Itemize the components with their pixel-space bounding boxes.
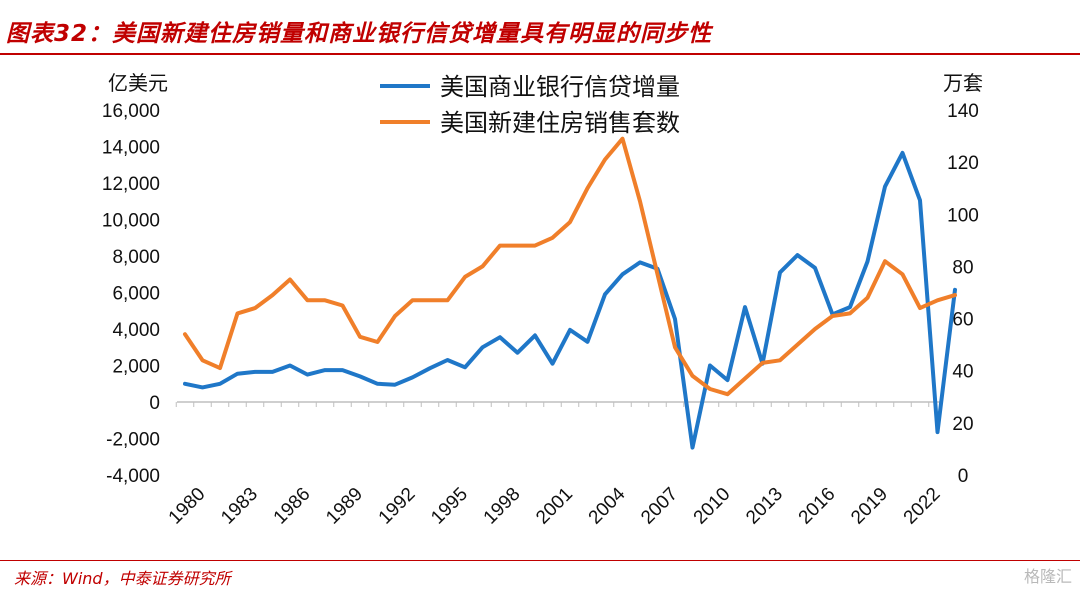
- series-line-housing-sales: [183, 136, 957, 397]
- x-tick-label: 2013: [742, 484, 787, 529]
- source-divider: [0, 560, 1080, 561]
- right-y-axis: 万套 0 20 40 60 80 100 120 140: [943, 72, 983, 487]
- right-tick-label: 80: [952, 257, 973, 278]
- right-tick-label: 40: [952, 362, 973, 383]
- series-line-bank-credit: [183, 150, 957, 450]
- right-axis-unit: 万套: [943, 72, 983, 95]
- x-tick-label: 1998: [480, 484, 525, 529]
- left-tick-label: 16,000: [102, 101, 160, 122]
- left-axis-unit: 亿美元: [108, 72, 168, 95]
- left-tick-label: 14,000: [102, 138, 160, 159]
- x-tick-label: 2022: [900, 484, 945, 529]
- left-tick-label: -2,000: [106, 430, 160, 451]
- right-tick-label: 0: [958, 466, 969, 487]
- right-tick-label: 60: [952, 310, 973, 331]
- right-tick-label: 140: [947, 101, 979, 122]
- x-tick-label: 1983: [217, 484, 262, 529]
- left-tick-label: 2,000: [112, 357, 160, 378]
- left-y-axis: 亿美元 -4,000 -2,000 0 2,000 4,000 6,000 8,000 10,0…: [102, 72, 168, 487]
- left-tick-label: 0: [149, 393, 160, 414]
- title-divider: [0, 53, 1080, 55]
- figure-title: 图表32：美国新建住房销量和商业银行信贷增量具有明显的同步性: [6, 21, 713, 47]
- x-tick-label: 1995: [427, 484, 472, 529]
- watermark: 格隆汇: [1023, 567, 1072, 586]
- left-tick-label: 10,000: [102, 211, 160, 232]
- left-tick-label: 4,000: [112, 320, 160, 341]
- left-tick-label: 8,000: [112, 247, 160, 268]
- x-tick-label: 1980: [165, 484, 210, 529]
- left-tick-label: 6,000: [112, 284, 160, 305]
- right-tick-label: 100: [947, 205, 979, 226]
- legend-label: 美国新建住房销售套数: [440, 110, 680, 137]
- left-tick-label: 12,000: [102, 174, 160, 195]
- source-note: 来源：Wind，中泰证券研究所: [14, 569, 231, 588]
- x-tick-label: 2004: [585, 483, 630, 528]
- right-tick-label: 120: [947, 153, 979, 174]
- right-tick-label: 20: [952, 414, 973, 435]
- x-tick-label: 2016: [795, 484, 840, 529]
- x-tick-label: 1989: [322, 484, 367, 529]
- x-tick-label: 2010: [690, 484, 735, 529]
- x-tick-label: 1986: [270, 484, 315, 529]
- dual-axis-line-chart: 亿美元 -4,000 -2,000 0 2,000 4,000 6,000 8,000 10,0…: [102, 72, 983, 529]
- x-tick-label: 2019: [847, 484, 892, 529]
- x-tick-label: 1992: [375, 484, 420, 529]
- series-lines: [183, 136, 957, 450]
- x-tick-label: 2001: [532, 484, 577, 529]
- x-axis: 1980 1983 1986 1989 1992 1995 1998 2001 2004 2007…: [165, 401, 945, 529]
- x-tick-label: 2007: [637, 484, 682, 529]
- legend-label: 美国商业银行信贷增量: [440, 74, 680, 101]
- left-tick-label: -4,000: [106, 466, 160, 487]
